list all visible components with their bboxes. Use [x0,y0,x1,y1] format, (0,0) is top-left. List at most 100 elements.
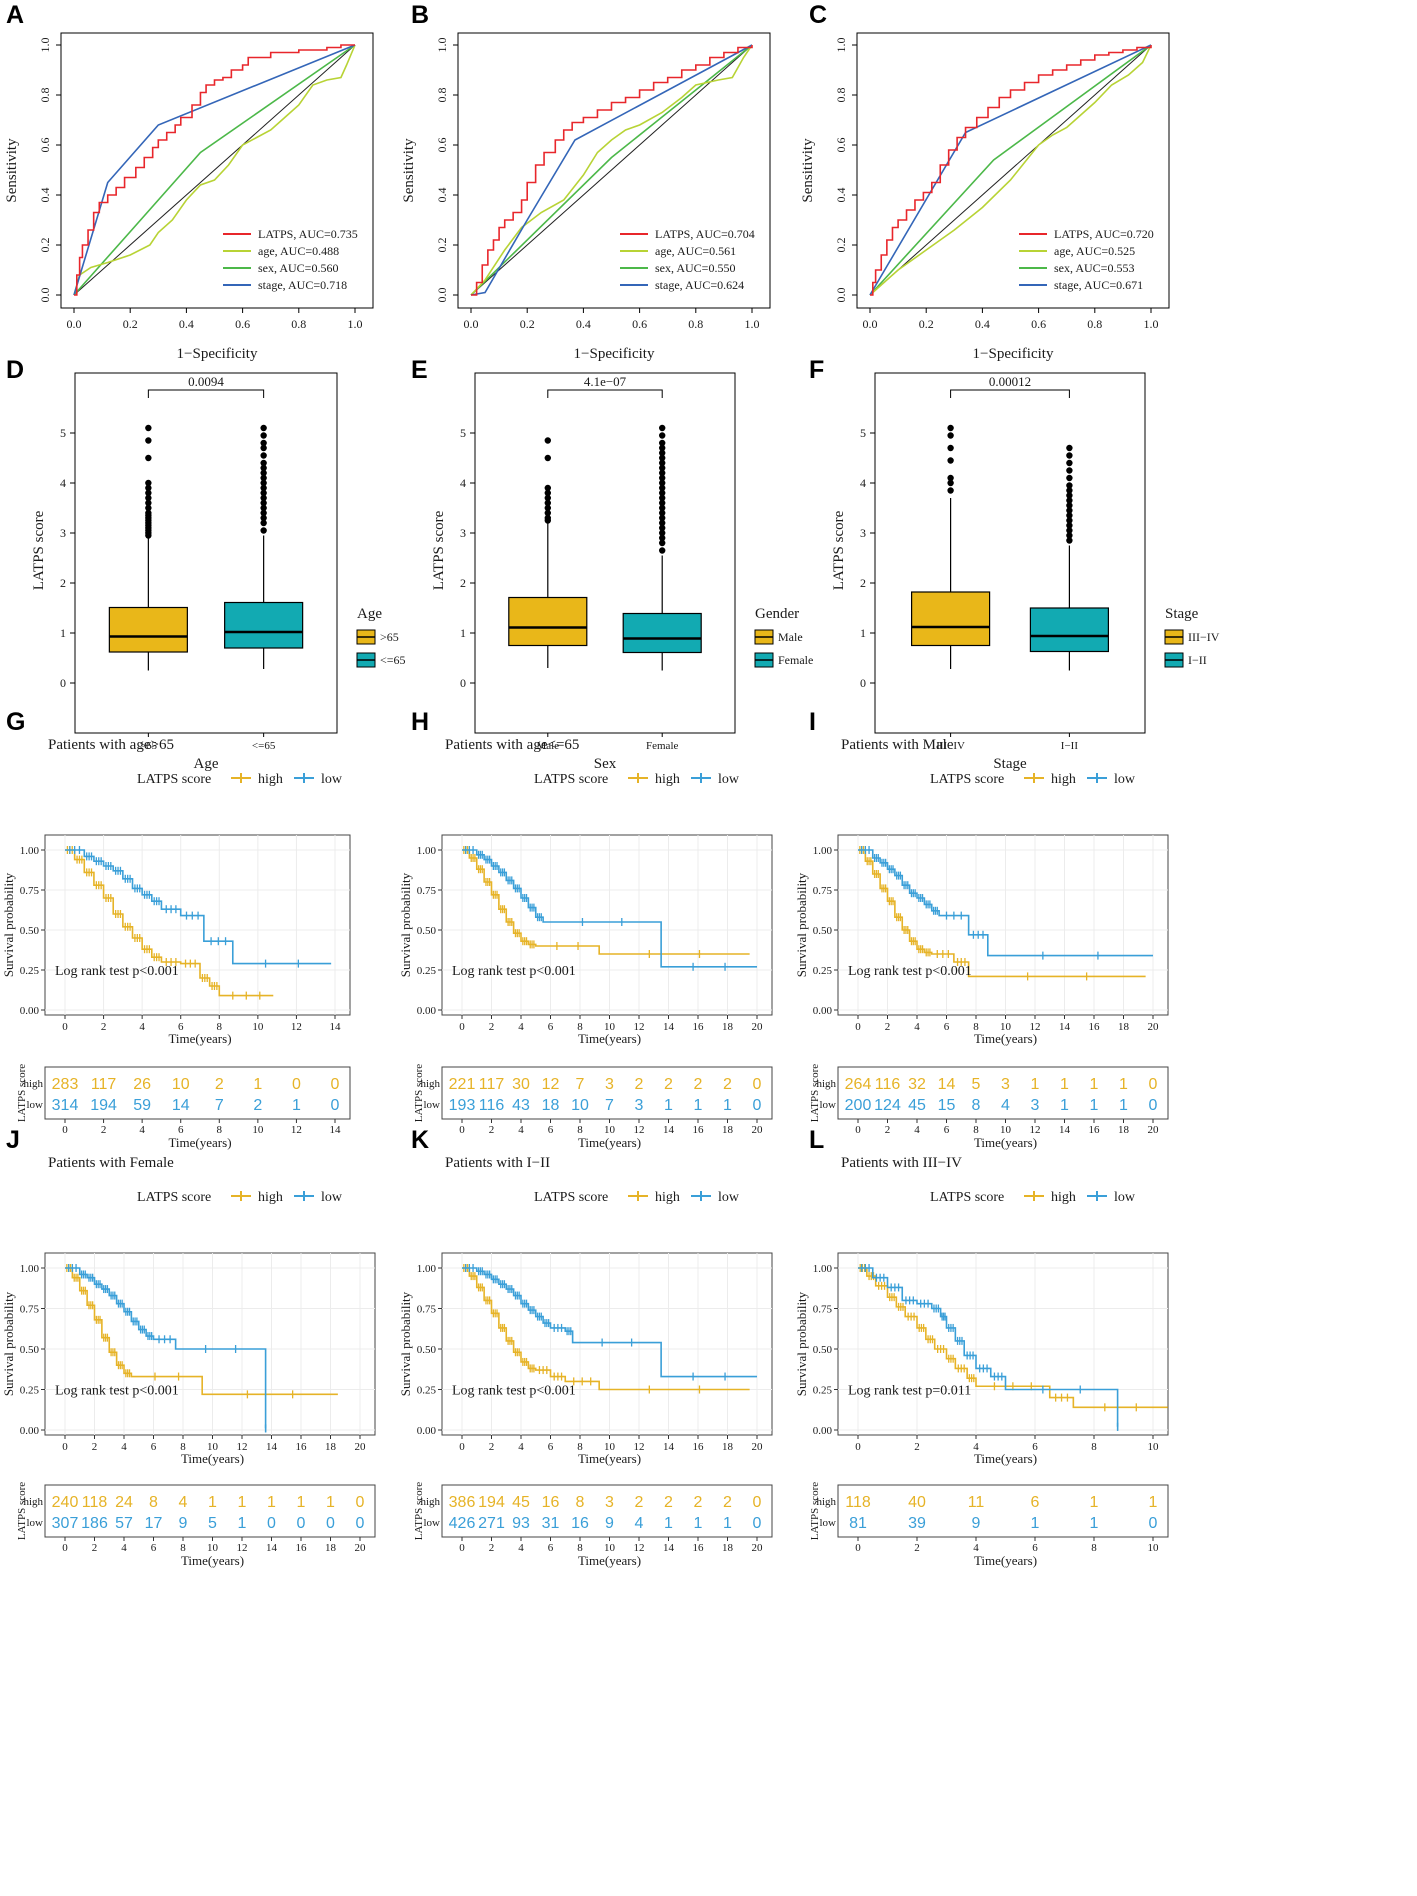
risk-row-label-low: low [820,1517,837,1529]
y-tick-label: 0.25 [417,965,437,977]
legend-title: Gender [755,606,799,622]
risk-count-low: 1 [238,1515,247,1532]
outlier-point [544,437,551,444]
logrank-label: Log rank test p<0.001 [848,964,972,979]
y-tick-label: 0.00 [813,1425,833,1437]
x-tick-label: 8 [180,1542,186,1554]
risk-row-label-low: low [820,1099,837,1111]
x-tick-label: 8 [577,1124,583,1136]
risk-count-high: 10 [172,1076,190,1093]
outlier-point [659,509,666,517]
x-tick-label: 14 [663,1441,675,1453]
outlier-point [1066,512,1073,519]
outlier-point [260,527,267,534]
outlier-point [260,474,267,482]
risk-count-high: 3 [605,1494,614,1511]
x-tick-label: 6 [944,1021,950,1033]
outlier-point [260,484,267,492]
panel-title: Patients with Female [48,1155,174,1171]
risk-count-high: 116 [875,1076,901,1093]
x-tick-label: 0 [855,1441,861,1453]
roc-curve-latps [74,44,355,296]
x-tick-label: 10 [604,1542,616,1554]
x-tick-label: 0 [855,1542,861,1554]
y-tick-label: 0.75 [20,1304,40,1316]
outlier-point [260,424,267,432]
legend-label-age: age, AUC=0.525 [1054,244,1135,258]
x-tick-label: 14 [663,1542,675,1554]
x-tick-label: 18 [325,1542,337,1554]
outlier-point [659,484,666,492]
risk-count-high: 8 [149,1494,158,1511]
risk-count-high: 0 [292,1076,301,1093]
outlier-point [145,504,152,512]
km-curve-low [858,1267,1119,1427]
x-tick-label: 4 [518,1124,524,1136]
risk-count-high: 0 [753,1076,762,1093]
legend-label-low: low [718,1190,740,1205]
risk-count-high: 221 [449,1076,476,1093]
x-tick-label: 0.4 [975,317,990,331]
y-axis-title: Survival probability [794,1291,809,1396]
risk-count-low: 9 [972,1515,981,1532]
risk-count-high: 1 [1090,1076,1099,1093]
risk-count-low: 3 [635,1097,644,1114]
x-tick-label: 0.2 [520,317,535,331]
risk-count-high: 2 [694,1076,703,1093]
roc-curve-age [73,44,356,296]
risk-count-high: 14 [938,1076,956,1093]
plot-frame [837,1252,1169,1436]
risk-count-low: 93 [512,1515,530,1532]
x-tick-label: 6 [944,1124,950,1136]
x-tick-label: 2 [101,1021,107,1033]
risk-count-low: 194 [90,1097,117,1114]
x-tick-label: 16 [693,1441,705,1453]
risk-count-high: 6 [1031,1494,1040,1511]
p-value-label: 4.1e−07 [584,374,627,389]
roc-curve-sex [869,44,1152,296]
x-tick-label: 0 [459,1441,465,1453]
y-tick-label: 0.00 [20,1005,40,1017]
logrank-label: Log rank test p<0.001 [55,964,179,979]
outlier-point [1066,482,1073,489]
x-tick-label: 18 [1118,1021,1130,1033]
panel-letter-C: C [809,1,827,29]
y-tick-label: 0 [460,676,466,690]
x-tick-label: 0.2 [919,317,934,331]
legend-label-low: low [321,1190,343,1205]
outlier-point [659,444,666,452]
y-tick-label: 1.00 [813,845,833,857]
x-tick-label: Female [646,740,678,752]
x-tick-label: 4 [914,1021,920,1033]
box-iqr-1 [622,612,702,654]
legend-title: LATPS score [930,772,1004,787]
legend-label-high: high [258,1190,283,1205]
outlier-point [544,499,551,507]
x-tick-label: 2 [489,1124,495,1136]
risk-count-low: 1 [664,1097,673,1114]
outlier-point [947,457,954,464]
outlier-point [1066,467,1073,474]
outlier-point [145,509,152,517]
x-tick-label: 4 [518,1021,524,1033]
box-iqr-1 [224,601,304,649]
risk-count-high: 2 [723,1494,732,1511]
y-tick-label: 0.6 [38,138,52,153]
y-axis-title: Survival probability [794,872,809,977]
outlier-point [659,479,666,487]
y-tick-label: 0.50 [417,1344,437,1356]
legend-label-0: >65 [380,630,399,644]
y-tick-label: 1 [860,626,866,640]
x-tick-label: 0.8 [1087,317,1102,331]
risk-table-frame [44,1066,351,1120]
risk-count-low: 0 [331,1097,340,1114]
risk-count-low: 10 [571,1097,589,1114]
y-tick-label: 0.0 [435,288,449,303]
risk-count-low: 1 [723,1097,732,1114]
y-axis-title: Survival probability [398,872,413,977]
outlier-point [659,499,666,507]
outlier-point [659,524,666,532]
